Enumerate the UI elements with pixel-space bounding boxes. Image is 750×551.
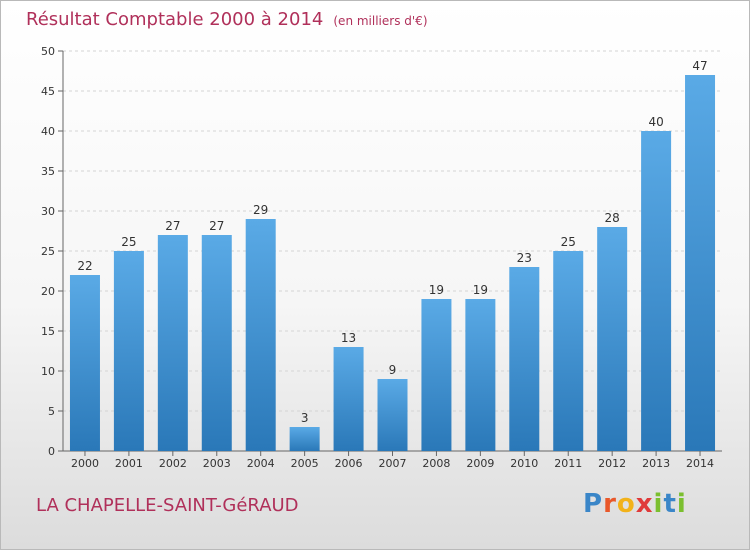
x-tick-label: 2007 (379, 457, 407, 470)
bars (69, 75, 716, 451)
data-label: 22 (77, 259, 92, 273)
data-label: 25 (561, 235, 576, 249)
bar (201, 235, 232, 451)
y-tick-label: 25 (41, 245, 55, 258)
y-tick-label: 45 (41, 85, 55, 98)
data-label: 25 (121, 235, 136, 249)
x-tick-label: 2004 (247, 457, 275, 470)
data-label: 40 (648, 115, 663, 129)
x-tick-label: 2010 (510, 457, 538, 470)
chart-title-text: Résultat Comptable 2000 à 2014 (26, 9, 324, 30)
y-tick-label: 50 (41, 45, 55, 58)
x-tick-label: 2014 (686, 457, 714, 470)
bar (509, 267, 540, 451)
data-label: 27 (209, 219, 224, 233)
data-label: 23 (517, 251, 532, 265)
bar (465, 299, 496, 451)
x-tick-label: 2012 (598, 457, 626, 470)
x-tick-label: 2005 (291, 457, 319, 470)
commune-name: LA CHAPELLE-SAINT-GéRAUD (36, 495, 299, 516)
x-tick-label: 2003 (203, 457, 231, 470)
data-label: 19 (429, 283, 444, 297)
bar (685, 75, 716, 451)
x-tick-label: 2006 (335, 457, 363, 470)
bar (421, 299, 452, 451)
x-tick-label: 2002 (159, 457, 187, 470)
y-tick-label: 20 (41, 285, 55, 298)
y-tick-label: 15 (41, 325, 55, 338)
bar (289, 427, 320, 451)
proxiti-logo: Proxiti (583, 489, 687, 519)
chart-title: Résultat Comptable 2000 à 2014 (en millie… (26, 9, 428, 30)
labels: 22 2000 25 2001 27 2002 27 2003 29 2004 3 2005 13 200… (71, 59, 714, 470)
chart-unit: (en milliers d'€) (333, 14, 428, 28)
bar (113, 251, 144, 451)
bar (333, 347, 364, 451)
x-tick-label: 2001 (115, 457, 143, 470)
data-label: 9 (389, 363, 397, 377)
bar (245, 219, 276, 451)
data-label: 28 (605, 211, 620, 225)
x-tick-label: 2013 (642, 457, 670, 470)
bar (157, 235, 188, 451)
y-tick-label: 0 (48, 445, 55, 458)
x-tick-label: 2009 (466, 457, 494, 470)
y-tick-label: 30 (41, 205, 55, 218)
y-tick-label: 10 (41, 365, 55, 378)
x-tick-label: 2000 (71, 457, 99, 470)
y-tick-label: 40 (41, 125, 55, 138)
data-label: 27 (165, 219, 180, 233)
y-tick-label: 5 (48, 405, 55, 418)
data-label: 13 (341, 331, 356, 345)
x-tick-label: 2008 (422, 457, 450, 470)
bar (377, 379, 408, 451)
bar (641, 131, 672, 451)
data-label: 29 (253, 203, 268, 217)
data-label: 47 (692, 59, 707, 73)
data-label: 3 (301, 411, 309, 425)
x-tick-label: 2011 (554, 457, 582, 470)
data-label: 19 (473, 283, 488, 297)
y-tick-label: 35 (41, 165, 55, 178)
bar (553, 251, 584, 451)
bar (69, 275, 100, 451)
bar (597, 227, 628, 451)
